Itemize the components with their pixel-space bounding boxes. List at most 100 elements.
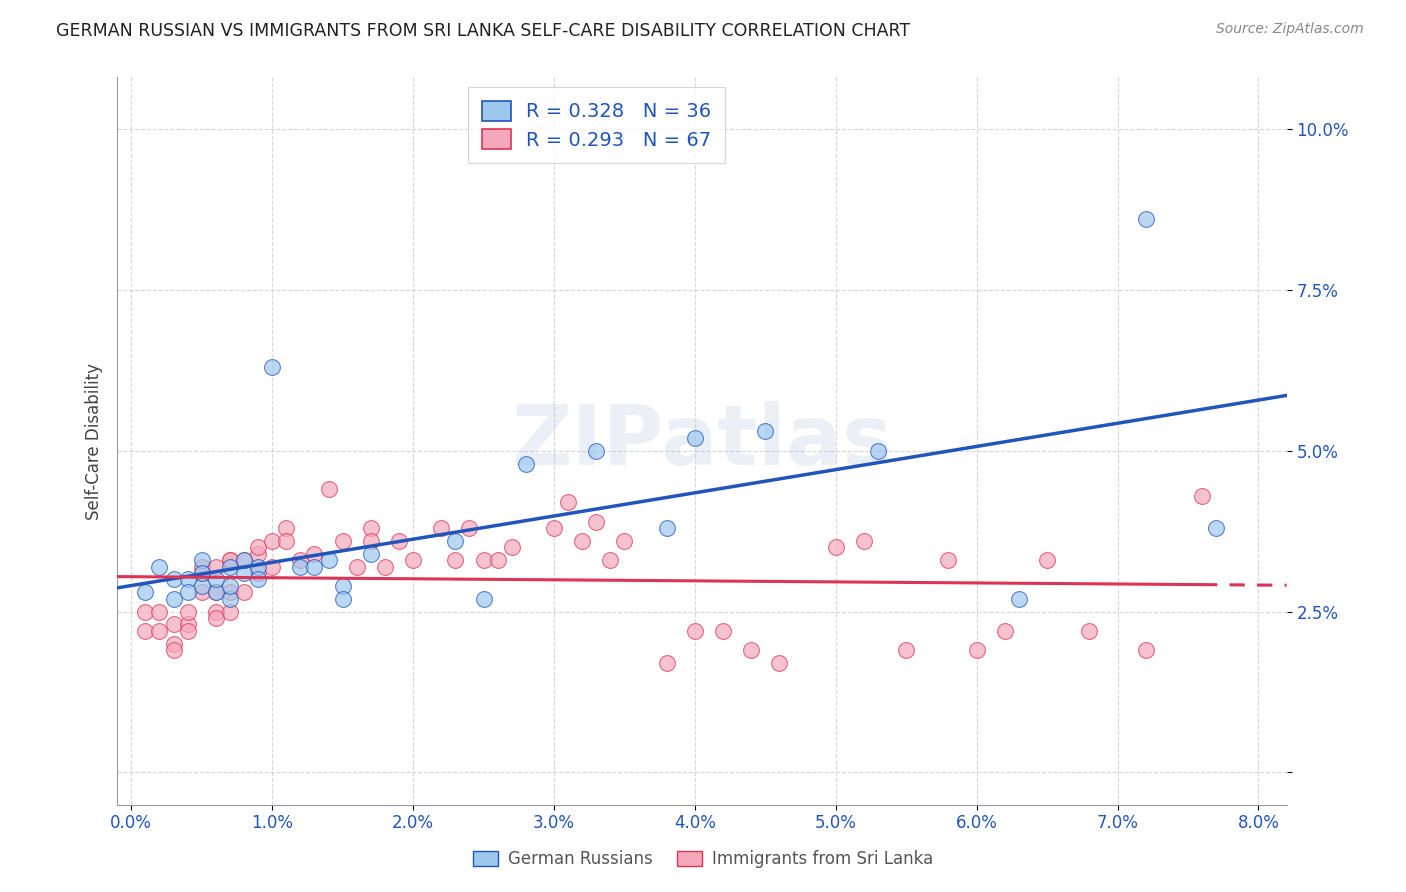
- Point: [304, 547, 326, 561]
- Point: [768, 656, 790, 670]
- Point: [262, 533, 284, 548]
- Point: [360, 533, 382, 548]
- Point: [866, 443, 889, 458]
- Point: [134, 624, 156, 638]
- Point: [204, 573, 226, 587]
- Point: [262, 559, 284, 574]
- Point: [262, 359, 284, 374]
- Point: [204, 605, 226, 619]
- Point: [176, 617, 198, 632]
- Point: [740, 643, 762, 657]
- Text: GERMAN RUSSIAN VS IMMIGRANTS FROM SRI LANKA SELF-CARE DISABILITY CORRELATION CHA: GERMAN RUSSIAN VS IMMIGRANTS FROM SRI LA…: [56, 22, 910, 40]
- Point: [148, 624, 170, 638]
- Point: [233, 553, 256, 567]
- Point: [233, 553, 256, 567]
- Point: [683, 624, 706, 638]
- Point: [134, 585, 156, 599]
- Point: [754, 425, 776, 439]
- Legend: German Russians, Immigrants from Sri Lanka: German Russians, Immigrants from Sri Lan…: [465, 844, 941, 875]
- Point: [219, 553, 242, 567]
- Point: [360, 521, 382, 535]
- Point: [276, 533, 298, 548]
- Point: [332, 533, 354, 548]
- Point: [233, 566, 256, 580]
- Point: [247, 559, 270, 574]
- Point: [318, 553, 340, 567]
- Point: [501, 541, 523, 555]
- Point: [190, 566, 212, 580]
- Point: [966, 643, 988, 657]
- Point: [204, 611, 226, 625]
- Text: ZIPatlas: ZIPatlas: [512, 401, 893, 482]
- Point: [247, 541, 270, 555]
- Point: [444, 553, 467, 567]
- Point: [388, 533, 411, 548]
- Point: [655, 521, 678, 535]
- Point: [994, 624, 1017, 638]
- Point: [543, 521, 565, 535]
- Y-axis label: Self-Care Disability: Self-Care Disability: [86, 362, 103, 519]
- Point: [472, 591, 495, 606]
- Point: [585, 443, 607, 458]
- Point: [683, 431, 706, 445]
- Point: [444, 533, 467, 548]
- Point: [1191, 489, 1213, 503]
- Point: [219, 591, 242, 606]
- Point: [276, 521, 298, 535]
- Point: [430, 521, 453, 535]
- Point: [190, 553, 212, 567]
- Point: [162, 643, 184, 657]
- Point: [148, 559, 170, 574]
- Point: [162, 591, 184, 606]
- Point: [162, 617, 184, 632]
- Point: [148, 605, 170, 619]
- Point: [304, 559, 326, 574]
- Point: [233, 585, 256, 599]
- Point: [190, 566, 212, 580]
- Point: [374, 559, 396, 574]
- Legend: R = 0.328   N = 36, R = 0.293   N = 67: R = 0.328 N = 36, R = 0.293 N = 67: [468, 87, 725, 163]
- Point: [360, 547, 382, 561]
- Point: [458, 521, 481, 535]
- Point: [247, 547, 270, 561]
- Point: [219, 605, 242, 619]
- Point: [219, 579, 242, 593]
- Point: [290, 553, 312, 567]
- Point: [515, 457, 537, 471]
- Point: [852, 533, 875, 548]
- Point: [162, 637, 184, 651]
- Point: [190, 559, 212, 574]
- Point: [219, 585, 242, 599]
- Point: [190, 579, 212, 593]
- Point: [162, 573, 184, 587]
- Point: [290, 559, 312, 574]
- Point: [176, 624, 198, 638]
- Point: [176, 573, 198, 587]
- Point: [938, 553, 960, 567]
- Point: [1135, 643, 1157, 657]
- Point: [1036, 553, 1059, 567]
- Point: [486, 553, 509, 567]
- Point: [824, 541, 846, 555]
- Point: [332, 579, 354, 593]
- Point: [332, 591, 354, 606]
- Point: [1078, 624, 1101, 638]
- Point: [571, 533, 593, 548]
- Point: [472, 553, 495, 567]
- Point: [219, 553, 242, 567]
- Point: [585, 515, 607, 529]
- Point: [204, 585, 226, 599]
- Point: [176, 585, 198, 599]
- Point: [599, 553, 621, 567]
- Point: [176, 605, 198, 619]
- Point: [1135, 212, 1157, 227]
- Point: [711, 624, 734, 638]
- Point: [247, 566, 270, 580]
- Point: [219, 559, 242, 574]
- Point: [557, 495, 579, 509]
- Point: [190, 585, 212, 599]
- Point: [204, 559, 226, 574]
- Point: [1008, 591, 1031, 606]
- Point: [1205, 521, 1227, 535]
- Point: [247, 573, 270, 587]
